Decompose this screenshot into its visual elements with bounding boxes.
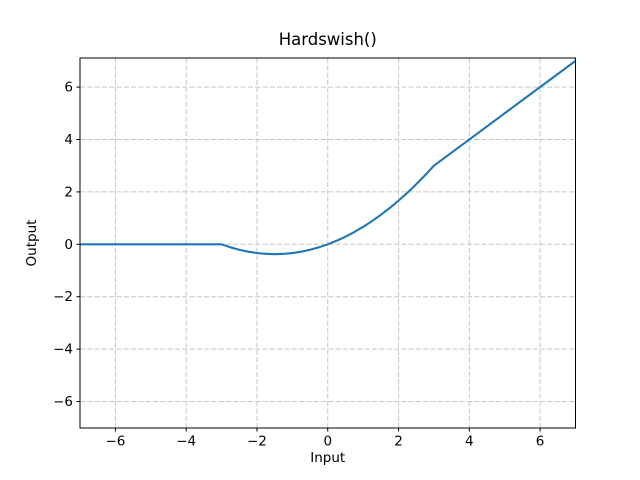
y-tick-label: −4 [53,342,73,358]
tick-labels: −6 −4 −2 0 2 4 6 −6 −4 −2 0 2 4 6 [53,80,544,450]
y-axis-label: Output [24,220,40,267]
y-tick-label: −2 [53,289,73,305]
y-tick-label: 4 [64,132,73,148]
axis-ticks [76,86,541,432]
grid-lines [80,58,576,428]
x-tick-label: 4 [465,434,474,450]
x-tick-label: 2 [394,434,403,450]
x-tick-label: −4 [176,434,196,450]
x-tick-label: 0 [323,434,332,450]
hardswish-curve [80,60,577,256]
x-tick-label: 6 [536,434,545,450]
y-tick-label: 2 [64,184,73,200]
y-tick-label: 0 [64,237,73,253]
plot-border [79,57,576,429]
x-axis-label: Input [310,450,345,466]
chart-title: Hardswish() [279,30,377,49]
y-tick-label: 6 [64,80,73,96]
y-tick-label: −6 [53,394,73,410]
x-tick-label: −2 [247,434,267,450]
x-tick-label: −6 [105,434,125,450]
